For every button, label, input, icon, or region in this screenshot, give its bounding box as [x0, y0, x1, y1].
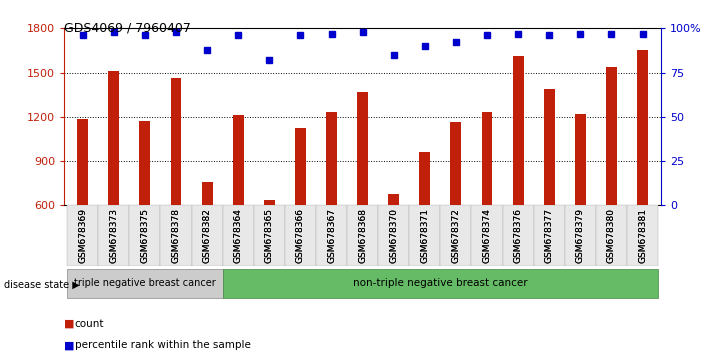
Text: GSM678365: GSM678365 — [264, 208, 274, 263]
Text: disease state ▶: disease state ▶ — [4, 280, 80, 290]
FancyBboxPatch shape — [534, 205, 565, 266]
Text: GSM678366: GSM678366 — [296, 208, 305, 263]
Text: GSM678368: GSM678368 — [358, 208, 367, 263]
Bar — [264, 200, 274, 294]
FancyBboxPatch shape — [191, 205, 223, 266]
Bar — [357, 92, 368, 294]
Text: GSM678380: GSM678380 — [607, 208, 616, 263]
Text: GSM678371: GSM678371 — [420, 208, 429, 263]
FancyBboxPatch shape — [410, 205, 440, 266]
Text: percentile rank within the sample: percentile rank within the sample — [75, 340, 250, 350]
FancyBboxPatch shape — [98, 205, 129, 266]
Text: GSM678365: GSM678365 — [264, 208, 274, 263]
FancyBboxPatch shape — [503, 205, 534, 266]
Text: GSM678366: GSM678366 — [296, 208, 305, 263]
Text: GSM678375: GSM678375 — [140, 208, 149, 263]
Text: GSM678380: GSM678380 — [607, 208, 616, 263]
Text: GSM678371: GSM678371 — [420, 208, 429, 263]
Text: GSM678369: GSM678369 — [78, 208, 87, 263]
Text: GSM678378: GSM678378 — [171, 208, 181, 263]
Text: GSM678377: GSM678377 — [545, 208, 554, 263]
Text: GDS4069 / 7960407: GDS4069 / 7960407 — [64, 21, 191, 34]
Text: GSM678364: GSM678364 — [234, 208, 242, 263]
Text: GSM678378: GSM678378 — [171, 208, 181, 263]
Bar — [451, 122, 461, 294]
FancyBboxPatch shape — [627, 205, 658, 266]
Text: GSM678381: GSM678381 — [638, 208, 647, 263]
FancyBboxPatch shape — [161, 205, 191, 266]
Bar — [481, 113, 493, 294]
Text: count: count — [75, 319, 104, 329]
Bar — [419, 152, 430, 294]
Bar — [77, 119, 88, 294]
Text: GSM678373: GSM678373 — [109, 208, 118, 263]
Text: GSM678381: GSM678381 — [638, 208, 647, 263]
Text: GSM678372: GSM678372 — [451, 208, 461, 263]
FancyBboxPatch shape — [67, 269, 223, 297]
FancyBboxPatch shape — [471, 205, 503, 266]
FancyBboxPatch shape — [129, 205, 161, 266]
Text: non-triple negative breast cancer: non-triple negative breast cancer — [353, 278, 528, 287]
Bar — [606, 67, 617, 294]
Text: GSM678367: GSM678367 — [327, 208, 336, 263]
Text: GSM678379: GSM678379 — [576, 208, 585, 263]
Text: GSM678375: GSM678375 — [140, 208, 149, 263]
Text: GSM678373: GSM678373 — [109, 208, 118, 263]
Bar — [139, 121, 150, 294]
FancyBboxPatch shape — [440, 205, 471, 266]
Bar — [295, 128, 306, 294]
Bar — [575, 114, 586, 294]
FancyBboxPatch shape — [596, 205, 627, 266]
Bar — [637, 51, 648, 294]
Bar — [108, 71, 119, 294]
FancyBboxPatch shape — [378, 205, 410, 266]
FancyBboxPatch shape — [223, 269, 658, 297]
Bar — [513, 56, 523, 294]
Text: GSM678364: GSM678364 — [234, 208, 242, 263]
Bar — [171, 78, 181, 294]
Text: GSM678377: GSM678377 — [545, 208, 554, 263]
Text: ■: ■ — [64, 340, 75, 350]
Text: GSM678370: GSM678370 — [389, 208, 398, 263]
Text: GSM678374: GSM678374 — [483, 208, 491, 263]
Bar — [544, 89, 555, 294]
Text: triple negative breast cancer: triple negative breast cancer — [74, 278, 215, 287]
Bar — [388, 194, 399, 294]
Text: GSM678368: GSM678368 — [358, 208, 367, 263]
Text: GSM678369: GSM678369 — [78, 208, 87, 263]
FancyBboxPatch shape — [67, 205, 98, 266]
Text: GSM678367: GSM678367 — [327, 208, 336, 263]
Bar — [326, 113, 337, 294]
Text: GSM678376: GSM678376 — [513, 208, 523, 263]
Text: GSM678379: GSM678379 — [576, 208, 585, 263]
Text: GSM678376: GSM678376 — [513, 208, 523, 263]
Bar — [232, 115, 244, 294]
FancyBboxPatch shape — [285, 205, 316, 266]
FancyBboxPatch shape — [347, 205, 378, 266]
Text: GSM678374: GSM678374 — [483, 208, 491, 263]
Text: GSM678372: GSM678372 — [451, 208, 461, 263]
FancyBboxPatch shape — [316, 205, 347, 266]
FancyBboxPatch shape — [223, 205, 254, 266]
Text: GSM678382: GSM678382 — [203, 208, 212, 263]
Text: GSM678382: GSM678382 — [203, 208, 212, 263]
Text: GSM678370: GSM678370 — [389, 208, 398, 263]
Text: ■: ■ — [64, 319, 75, 329]
FancyBboxPatch shape — [565, 205, 596, 266]
Bar — [202, 182, 213, 294]
FancyBboxPatch shape — [254, 205, 285, 266]
